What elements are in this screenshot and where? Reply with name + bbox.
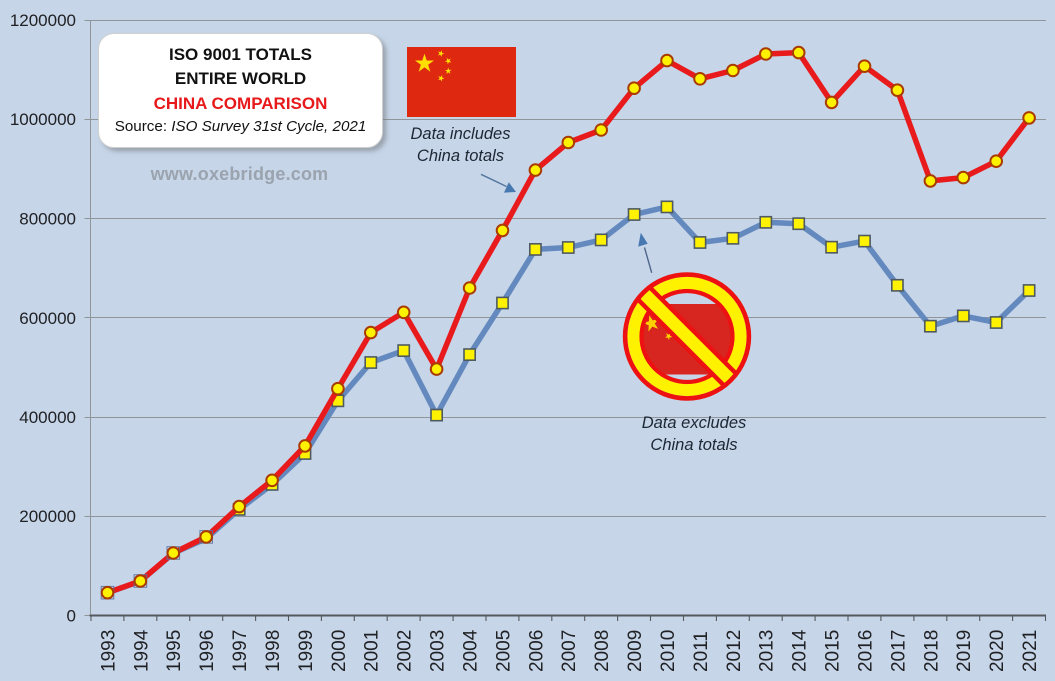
svg-text:2005: 2005 <box>493 630 514 672</box>
svg-text:2009: 2009 <box>625 630 646 672</box>
svg-text:1998: 1998 <box>263 630 284 672</box>
svg-text:2013: 2013 <box>757 630 778 672</box>
svg-text:2016: 2016 <box>855 630 876 672</box>
svg-text:2015: 2015 <box>823 630 844 672</box>
svg-text:0: 0 <box>67 607 76 626</box>
svg-text:2000: 2000 <box>329 630 350 672</box>
svg-text:1994: 1994 <box>131 629 152 672</box>
svg-text:2006: 2006 <box>526 630 547 672</box>
svg-text:2002: 2002 <box>395 630 416 672</box>
svg-text:2019: 2019 <box>954 630 975 672</box>
svg-text:1993: 1993 <box>98 630 119 672</box>
svg-text:1999: 1999 <box>296 630 317 672</box>
svg-text:800000: 800000 <box>19 210 76 229</box>
svg-text:1000000: 1000000 <box>10 110 76 129</box>
svg-text:1996: 1996 <box>197 630 218 672</box>
svg-text:2010: 2010 <box>658 630 679 672</box>
svg-text:2020: 2020 <box>987 630 1008 672</box>
svg-text:2008: 2008 <box>592 630 613 672</box>
svg-text:200000: 200000 <box>19 507 76 526</box>
svg-text:2004: 2004 <box>461 629 482 672</box>
svg-text:2021: 2021 <box>1020 630 1041 672</box>
svg-text:2014: 2014 <box>790 629 811 672</box>
svg-text:2017: 2017 <box>888 630 909 672</box>
svg-text:2003: 2003 <box>428 630 449 672</box>
svg-text:2007: 2007 <box>559 630 580 672</box>
svg-text:1997: 1997 <box>230 630 251 672</box>
svg-text:1200000: 1200000 <box>10 11 76 30</box>
svg-text:600000: 600000 <box>19 309 76 328</box>
svg-text:2001: 2001 <box>362 630 383 672</box>
svg-text:2012: 2012 <box>724 630 745 672</box>
svg-text:1995: 1995 <box>164 630 185 672</box>
svg-text:400000: 400000 <box>19 408 76 427</box>
svg-text:2018: 2018 <box>921 630 942 672</box>
svg-text:2011: 2011 <box>691 631 712 672</box>
